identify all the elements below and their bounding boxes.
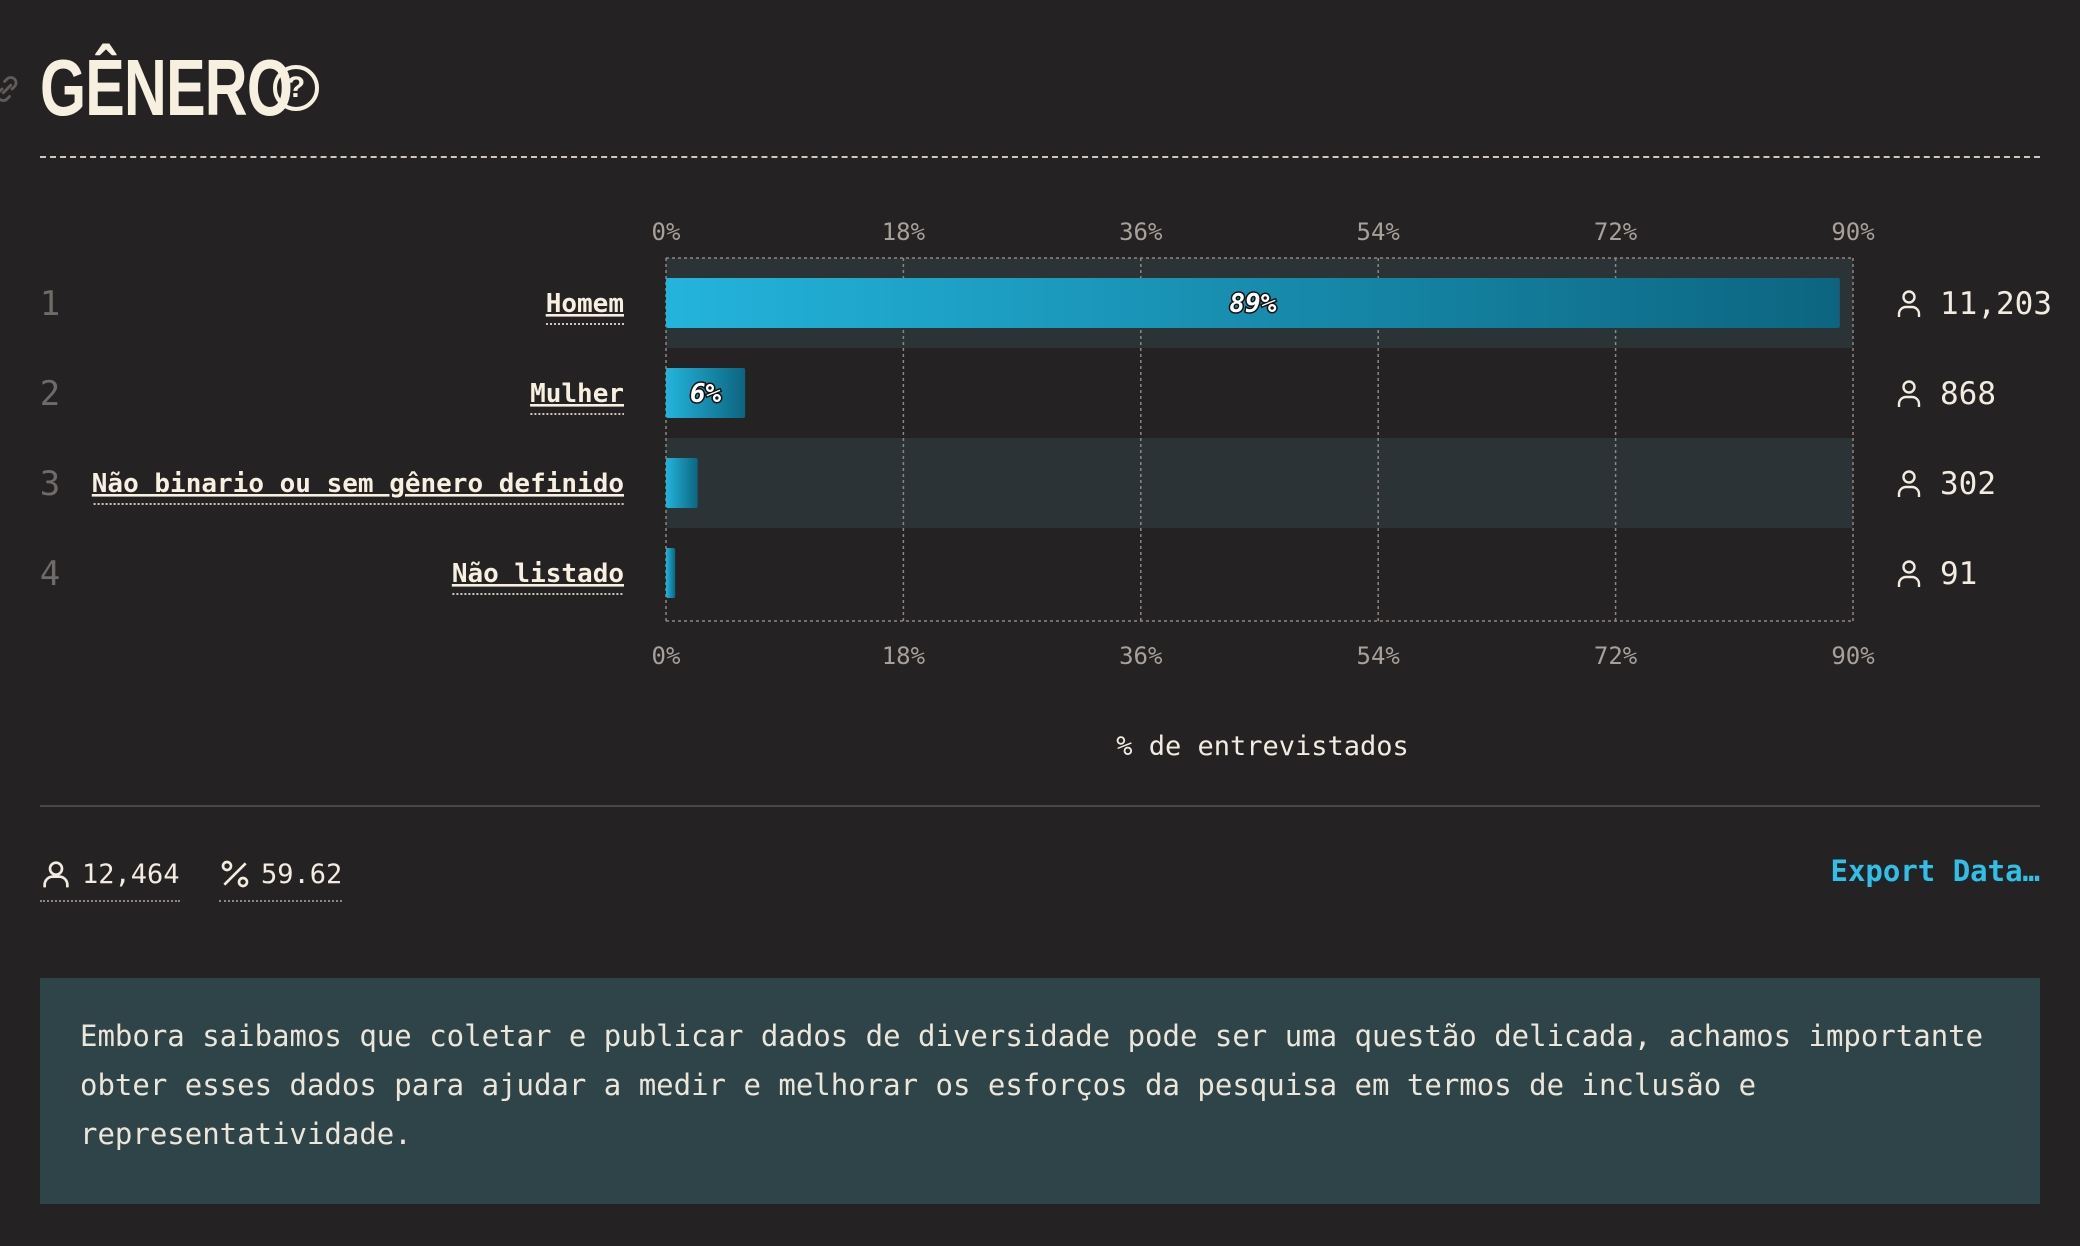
x-axis-title: % de entrevistados <box>1116 731 1409 762</box>
chart-divider <box>40 805 2040 807</box>
rank-number: 4 <box>40 554 60 594</box>
bar[interactable] <box>666 278 1840 328</box>
bar[interactable] <box>666 458 698 508</box>
respondent-count: 302 <box>1940 466 1996 502</box>
title-divider <box>40 156 2040 158</box>
person-icon <box>1897 380 1921 407</box>
respondent-count: 11,203 <box>1940 286 2052 322</box>
bar[interactable] <box>666 368 746 418</box>
x-tick-label-bottom: 90% <box>1831 642 1875 670</box>
x-tick-label-top: 54% <box>1357 218 1401 246</box>
rank-number: 1 <box>40 284 60 324</box>
bar-value-label: 89% <box>1229 289 1276 319</box>
percent-icon <box>221 860 249 888</box>
person-icon <box>1897 290 1921 317</box>
x-tick-label-bottom: 36% <box>1119 642 1163 670</box>
x-tick-label-bottom: 54% <box>1357 642 1401 670</box>
category-label[interactable]: Mulher <box>530 379 624 409</box>
person-icon <box>1897 470 1921 497</box>
x-tick-label-top: 0% <box>652 218 681 246</box>
category-label[interactable]: Não listado <box>452 559 624 589</box>
page-title: GÊNERO <box>40 43 293 132</box>
diversity-note: Embora saibamos que coletar e publicar d… <box>40 978 2040 1204</box>
respondent-count: 91 <box>1940 556 1977 592</box>
link-icon[interactable] <box>0 74 22 104</box>
respondent-count: 868 <box>1940 376 1996 412</box>
export-data-button[interactable]: Export Data… <box>1830 854 2040 888</box>
x-tick-label-bottom: 18% <box>882 642 926 670</box>
x-tick-label-bottom: 0% <box>652 642 681 670</box>
gender-bar-chart: 0%0%18%18%36%36%54%54%72%72%90%90%1 Homem… <box>40 218 2052 762</box>
respondents-stat[interactable]: 12,464 <box>40 852 180 902</box>
x-tick-label-top: 36% <box>1119 218 1163 246</box>
percentage-value: 59.62 <box>261 858 343 890</box>
bar-value-label: 6% <box>690 379 722 409</box>
row-highlight <box>666 438 1853 528</box>
help-circle-icon[interactable]: ? <box>273 65 319 111</box>
x-tick-label-top: 18% <box>882 218 926 246</box>
x-tick-label-top: 90% <box>1831 218 1875 246</box>
rank-number: 3 <box>40 464 60 504</box>
x-tick-label-bottom: 72% <box>1594 642 1638 670</box>
person-icon <box>1897 560 1921 587</box>
rank-number: 2 <box>40 374 60 414</box>
respondents-count: 12,464 <box>82 858 180 890</box>
person-icon <box>43 861 69 888</box>
category-label[interactable]: Não binario ou sem gênero definido <box>92 469 624 499</box>
bar[interactable] <box>666 548 676 598</box>
percentage-stat[interactable]: 59.62 <box>219 852 343 902</box>
category-label[interactable]: Homem <box>546 289 624 319</box>
x-tick-label-top: 72% <box>1594 218 1638 246</box>
